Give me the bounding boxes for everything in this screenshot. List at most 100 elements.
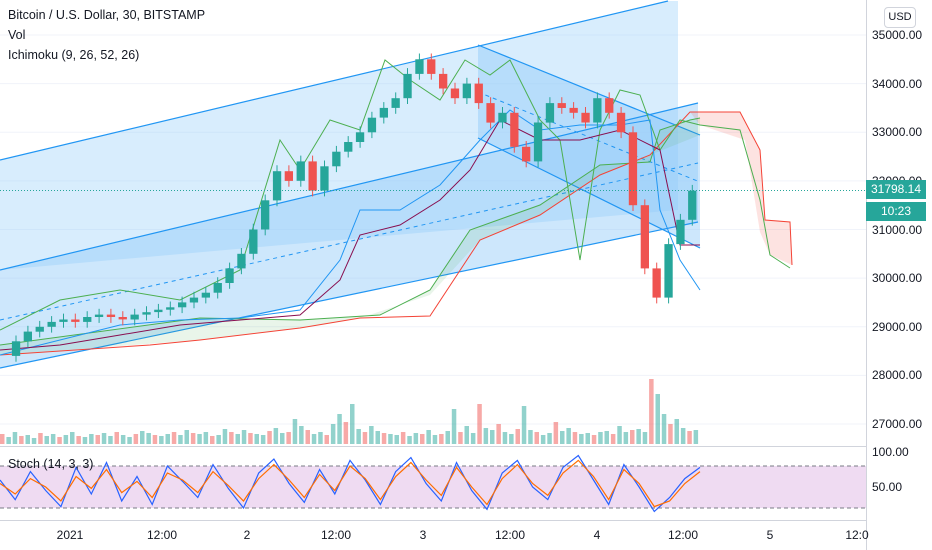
- lower-channel-fill: [0, 103, 698, 368]
- volume-bar: [566, 428, 571, 444]
- volume-bar: [12, 432, 18, 444]
- ichimoku-cloud: [0, 111, 793, 356]
- volume-bar: [108, 436, 113, 444]
- volume-bar: [623, 432, 629, 444]
- volume-bar: [120, 435, 126, 444]
- currency-button[interactable]: USD: [884, 7, 916, 28]
- down-channel-fill: [478, 45, 700, 248]
- ichimoku-legend[interactable]: Ichimoku (9, 26, 52, 26): [8, 48, 140, 62]
- volume-bar: [127, 437, 132, 444]
- volume-bar: [241, 430, 247, 444]
- candle-body: [462, 83, 471, 99]
- volume-bar: [591, 435, 597, 444]
- volume-bar: [610, 434, 616, 444]
- volume-bar: [534, 432, 539, 444]
- candle-body: [403, 73, 412, 99]
- candle-body: [640, 205, 649, 269]
- volume-bar: [254, 434, 259, 444]
- volume-bar: [687, 431, 692, 444]
- volume-bar: [280, 433, 285, 444]
- volume-bar: [693, 430, 699, 444]
- candle-body: [83, 317, 92, 322]
- candlesticks: [11, 53, 697, 362]
- volume-bar: [432, 435, 438, 444]
- volume-bar: [483, 428, 489, 444]
- volume-bar: [521, 406, 527, 444]
- volume-bar: [343, 422, 349, 444]
- candle-body: [71, 319, 80, 322]
- volume-legend[interactable]: Vol: [8, 28, 26, 42]
- upper-channel-fill: [0, 1, 678, 270]
- symbol-legend[interactable]: Bitcoin / U.S. Dollar, 30, BITSTAMP: [8, 8, 206, 22]
- volume-bar: [451, 409, 457, 444]
- volume-bar: [178, 435, 183, 444]
- volume-bar: [70, 432, 75, 444]
- stoch-legend[interactable]: Stoch (14, 3, 3): [8, 457, 94, 471]
- candle-body: [557, 103, 566, 108]
- volume-bar: [490, 430, 495, 444]
- volume-bar: [464, 426, 469, 444]
- volume-bar: [413, 433, 419, 444]
- candle-body: [391, 98, 400, 108]
- candle-body: [308, 161, 317, 191]
- volume-bar: [184, 430, 189, 444]
- volume-bar: [299, 426, 304, 444]
- candle-body: [130, 314, 139, 320]
- stoch-tick-label: 50.00: [872, 480, 903, 494]
- volume-bar: [540, 435, 546, 444]
- volume-bar: [458, 432, 463, 444]
- volume-bar: [636, 429, 641, 444]
- volume-bar: [445, 431, 450, 444]
- candle-body: [628, 132, 638, 206]
- time-tick-label: 12:00: [667, 528, 699, 542]
- candle-body: [237, 253, 246, 269]
- volume-bar: [674, 419, 679, 444]
- volume-bar: [394, 435, 399, 444]
- volume-bar: [470, 433, 476, 444]
- volume-bar: [661, 414, 667, 444]
- volume-bar: [222, 429, 228, 444]
- volume-bar: [356, 429, 361, 444]
- candle-body: [296, 161, 305, 181]
- price-tick-label: 33000.00: [872, 125, 923, 140]
- volume-bar: [267, 431, 272, 444]
- volume-bar: [82, 437, 88, 444]
- volume-bar: [44, 436, 49, 444]
- volume-bar: [95, 435, 100, 444]
- gridlines: [0, 34, 866, 425]
- volume-bar: [140, 431, 145, 444]
- time-tick-label: 12:00: [494, 528, 526, 542]
- volume-bar: [133, 434, 139, 444]
- time-tick-label: 4: [593, 528, 601, 542]
- time-tick-label: 2: [243, 528, 251, 542]
- time-tick-label: 12:00: [320, 528, 352, 542]
- time-tick-label: 12:0: [845, 528, 869, 542]
- volume-bar: [515, 429, 520, 444]
- volume-bar: [19, 436, 24, 444]
- candle-body: [474, 83, 483, 104]
- volume-bar: [305, 430, 310, 444]
- channel-line: [477, 44, 701, 136]
- countdown-label: 10:23: [866, 202, 926, 221]
- volume-bar: [210, 436, 215, 444]
- volume-bar: [528, 430, 533, 444]
- candle-body: [379, 107, 388, 118]
- volume-bar: [598, 432, 603, 444]
- candle-body: [593, 98, 602, 123]
- candle-body: [510, 112, 519, 147]
- volume-bar: [400, 432, 406, 444]
- candle-body: [439, 73, 448, 89]
- kijun-line: [0, 119, 700, 351]
- volume-bar: [38, 433, 43, 444]
- volume-bar: [101, 433, 107, 444]
- candle-body: [581, 112, 590, 123]
- volume-bar: [649, 379, 654, 444]
- volume-bar: [311, 434, 317, 444]
- price-tick-label: 35000.00: [872, 28, 923, 42]
- candle-body: [213, 283, 222, 293]
- candle-body: [261, 200, 270, 230]
- volume-bar: [203, 432, 209, 444]
- volume-bar: [381, 433, 387, 444]
- volume-bar: [159, 436, 164, 444]
